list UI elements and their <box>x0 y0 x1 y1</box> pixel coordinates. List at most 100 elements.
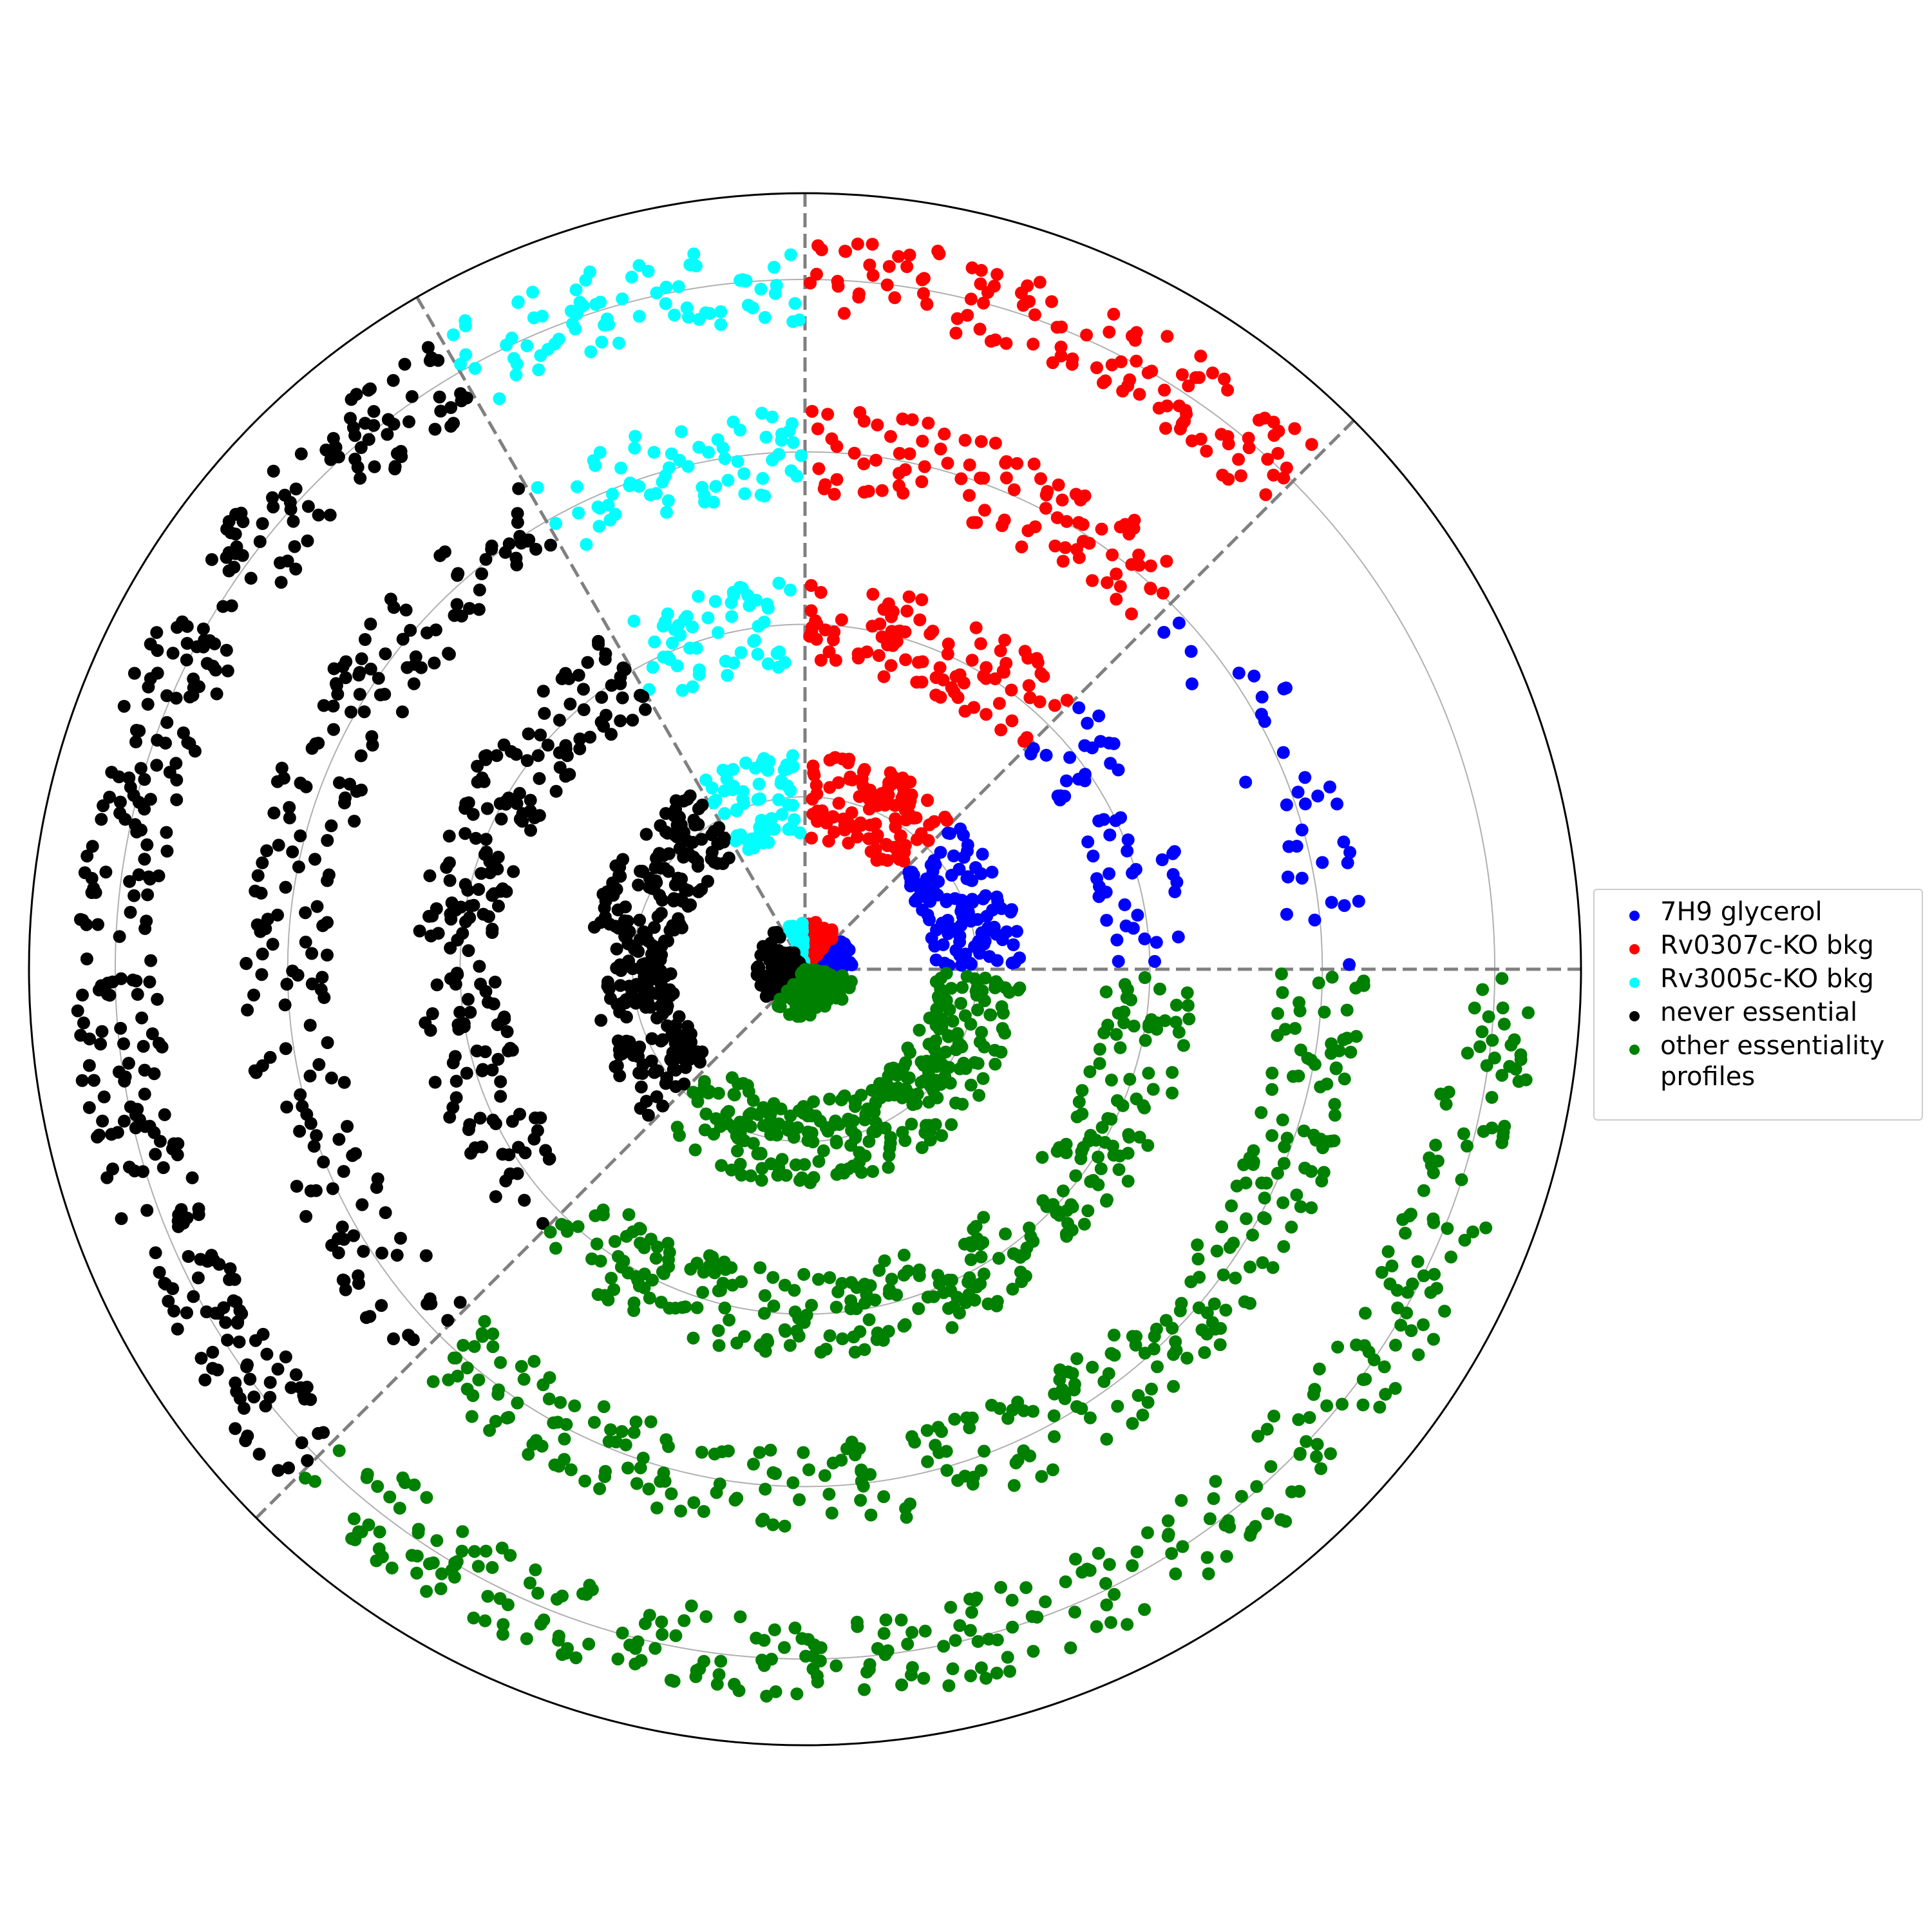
data-point <box>305 977 319 990</box>
data-point <box>344 412 357 425</box>
data-point <box>990 268 1004 281</box>
data-point <box>1389 1338 1402 1352</box>
data-point <box>953 668 967 681</box>
data-point <box>647 446 661 459</box>
data-point <box>786 1476 800 1490</box>
data-point <box>364 662 377 676</box>
data-point <box>339 671 352 685</box>
data-point <box>708 594 722 608</box>
data-point <box>630 1477 643 1490</box>
data-point <box>1168 845 1181 858</box>
data-point <box>274 576 288 589</box>
data-point <box>882 1325 895 1338</box>
data-point <box>332 450 345 464</box>
data-point <box>363 1310 377 1323</box>
data-point <box>1310 1450 1323 1463</box>
data-point <box>410 1566 424 1580</box>
data-point <box>1426 1212 1440 1226</box>
data-point <box>812 1273 825 1286</box>
data-point <box>743 599 756 612</box>
data-point <box>1118 978 1132 991</box>
data-point <box>489 1415 502 1428</box>
sector-divider-line <box>255 968 806 1519</box>
data-point <box>496 1627 509 1641</box>
data-point <box>150 759 164 772</box>
data-point <box>897 1248 911 1262</box>
data-point <box>171 1322 184 1336</box>
data-point <box>365 730 379 743</box>
data-point <box>889 820 902 833</box>
data-point <box>709 793 723 807</box>
data-point <box>986 904 999 917</box>
data-point <box>810 617 824 630</box>
data-point <box>980 672 992 685</box>
data-point <box>896 788 910 802</box>
data-point <box>675 872 688 886</box>
data-point <box>336 1273 350 1287</box>
data-point <box>939 994 952 1007</box>
data-point <box>597 1400 611 1414</box>
data-point <box>735 1168 748 1182</box>
data-point <box>1209 1475 1222 1488</box>
data-point <box>1244 1296 1256 1310</box>
data-point <box>928 1075 942 1089</box>
data-point <box>354 471 367 485</box>
data-point <box>292 860 305 874</box>
data-point <box>115 972 128 985</box>
data-point <box>775 1153 789 1166</box>
data-point <box>73 913 87 926</box>
data-point <box>1018 645 1032 658</box>
data-point <box>329 677 343 690</box>
data-point <box>947 685 961 699</box>
data-point <box>444 401 458 414</box>
data-point <box>775 428 788 440</box>
data-point <box>450 1074 463 1088</box>
data-point <box>513 786 526 800</box>
data-point <box>960 1411 974 1425</box>
data-point <box>1141 1396 1155 1409</box>
data-point <box>144 793 157 806</box>
data-point <box>243 1372 257 1386</box>
data-point <box>1123 1072 1137 1086</box>
data-point <box>935 1129 949 1142</box>
data-point <box>610 942 623 956</box>
data-point <box>648 635 661 649</box>
data-point <box>938 956 951 970</box>
data-point <box>1063 751 1077 764</box>
data-point <box>1048 1430 1061 1443</box>
data-point <box>509 368 523 382</box>
data-point <box>825 1506 838 1520</box>
data-point <box>1136 1408 1150 1422</box>
data-point <box>522 533 536 547</box>
data-point <box>810 787 824 800</box>
data-point <box>659 280 673 294</box>
data-point <box>989 437 1002 450</box>
data-point <box>143 975 156 989</box>
data-point <box>1288 422 1302 435</box>
data-point <box>289 482 303 496</box>
data-point <box>875 484 889 497</box>
data-point <box>160 826 173 839</box>
data-point <box>974 1661 988 1674</box>
data-point <box>755 1653 769 1667</box>
data-point <box>942 826 955 840</box>
data-point <box>720 1106 734 1120</box>
data-point <box>1485 1091 1499 1104</box>
data-point <box>922 1095 936 1109</box>
data-point <box>994 644 1007 658</box>
data-point <box>158 1108 171 1121</box>
data-point <box>769 1467 782 1481</box>
data-point <box>252 1448 266 1461</box>
data-point <box>1097 1375 1111 1388</box>
data-point <box>494 1075 507 1088</box>
data-point <box>354 441 368 454</box>
data-point <box>1220 1549 1233 1563</box>
data-point <box>690 1664 703 1677</box>
data-point <box>779 1325 792 1338</box>
data-point <box>358 633 372 646</box>
data-point <box>1166 1321 1179 1335</box>
data-point <box>923 1011 936 1025</box>
data-point <box>714 1283 727 1297</box>
data-point <box>660 1072 674 1084</box>
data-point <box>1237 1158 1251 1171</box>
